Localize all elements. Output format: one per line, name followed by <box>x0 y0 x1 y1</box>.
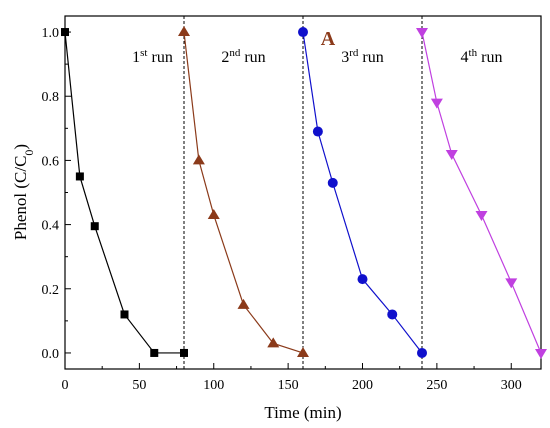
x-tick-label: 50 <box>132 378 146 393</box>
x-tick-label: 150 <box>278 378 299 393</box>
x-tick-label: 100 <box>203 378 224 393</box>
data-point-triangle-up <box>178 26 190 37</box>
run-label-2: 2nd run <box>221 47 265 66</box>
data-point-square <box>90 222 99 231</box>
y-tick-label: 0.2 <box>42 283 60 298</box>
data-point-triangle-up <box>192 154 205 165</box>
data-point-square <box>120 310 129 319</box>
series-line <box>302 31 423 354</box>
data-point-circle <box>298 27 308 38</box>
y-tick-label: 0.0 <box>42 347 60 362</box>
data-point-triangle-down <box>430 98 443 109</box>
y-tick-label: 1.0 <box>42 26 60 41</box>
run-label-3: 3rd run <box>341 47 384 66</box>
x-axis-label: Time (min) <box>264 403 341 422</box>
data-point-triangle-up <box>237 298 250 309</box>
y-tick-label: 0.8 <box>42 90 60 105</box>
data-point-square <box>75 172 84 181</box>
x-tick-label: 0 <box>62 378 69 393</box>
run-label-1: 1st run <box>132 47 173 66</box>
data-point-triangle-down <box>416 28 428 39</box>
data-point-circle <box>357 274 368 285</box>
data-point-triangle-up <box>207 208 220 219</box>
series-line <box>64 31 184 354</box>
y-axis-label-sub: 0 <box>22 150 36 156</box>
data-point-triangle-down <box>535 348 547 359</box>
data-point-circle <box>387 309 398 320</box>
series-1 <box>61 28 188 357</box>
data-point-triangle-down <box>475 210 488 221</box>
y-tick-label: 0.4 <box>42 219 60 234</box>
data-point-triangle-up <box>297 346 309 357</box>
data-point-circle <box>417 347 427 358</box>
series-3 <box>298 27 427 358</box>
series-line <box>421 31 542 354</box>
data-point-triangle-up <box>267 337 280 348</box>
x-tick-label: 300 <box>501 378 522 393</box>
x-tick-label: 200 <box>352 378 373 393</box>
x-tick-label: 250 <box>426 378 447 393</box>
series-4 <box>416 28 547 359</box>
y-axis-label: Phenol (C/C0) <box>11 144 36 240</box>
series-layer <box>61 26 547 359</box>
y-tick-label: 0.6 <box>42 154 60 169</box>
axis-ticks: 0 50 100 150 200 250 300 0.0 0.2 0.4 0.6 0.8 1.0 <box>42 26 522 393</box>
y-axis-label-close: ) <box>11 144 30 150</box>
run-label-4: 4th run <box>461 47 503 66</box>
series-2 <box>178 26 309 357</box>
data-point-square <box>180 348 188 357</box>
data-point-triangle-down <box>505 278 518 289</box>
data-point-circle <box>327 177 338 188</box>
panel-label: A <box>321 28 336 50</box>
y-axis-label-main: Phenol (C/C <box>11 156 30 241</box>
series-line <box>183 31 304 354</box>
run-labels: 1st run 2nd run 3rd run 4th run <box>132 47 502 66</box>
run-separators <box>183 16 423 369</box>
data-point-square <box>150 348 159 357</box>
data-point-triangle-down <box>445 149 458 160</box>
data-point-circle <box>312 126 323 137</box>
